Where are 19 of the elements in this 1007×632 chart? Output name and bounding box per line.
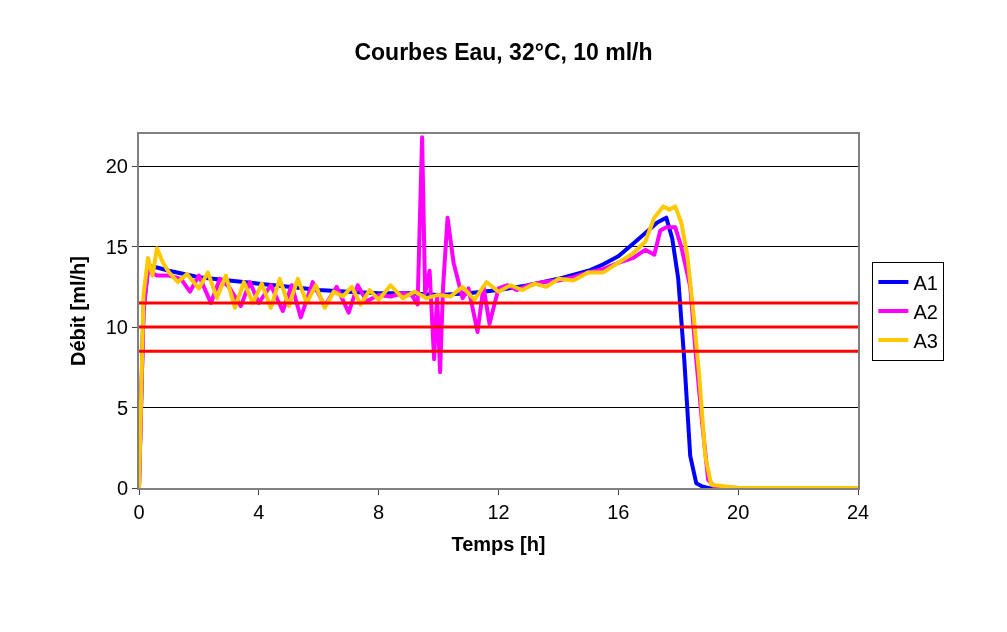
line-series — [139, 204, 858, 488]
y-tick-label: 5 — [116, 396, 128, 419]
chart-title: Courbes Eau, 32°C, 10 ml/h — [354, 39, 653, 66]
x-tick-label: 12 — [487, 501, 510, 523]
legend-label: A2 — [913, 300, 938, 323]
x-tick-label: 24 — [846, 501, 870, 523]
x-tick-label: 4 — [253, 501, 265, 523]
y-tick-label: 15 — [105, 235, 128, 258]
y-tick-label: 20 — [105, 155, 128, 178]
x-tick-label: 20 — [727, 501, 750, 523]
legend-label: A3 — [913, 329, 938, 352]
y-tick-label: 0 — [116, 477, 128, 499]
y-tick-label: 10 — [105, 316, 128, 339]
x-tick-label: 16 — [607, 501, 630, 523]
x-axis-title: Temps [h] — [451, 533, 546, 555]
x-tick-label: 0 — [133, 501, 145, 523]
x-tick-label: 8 — [373, 501, 385, 523]
legend-label: A1 — [913, 271, 938, 294]
y-axis-title: Débit [ml/h] — [66, 256, 89, 366]
